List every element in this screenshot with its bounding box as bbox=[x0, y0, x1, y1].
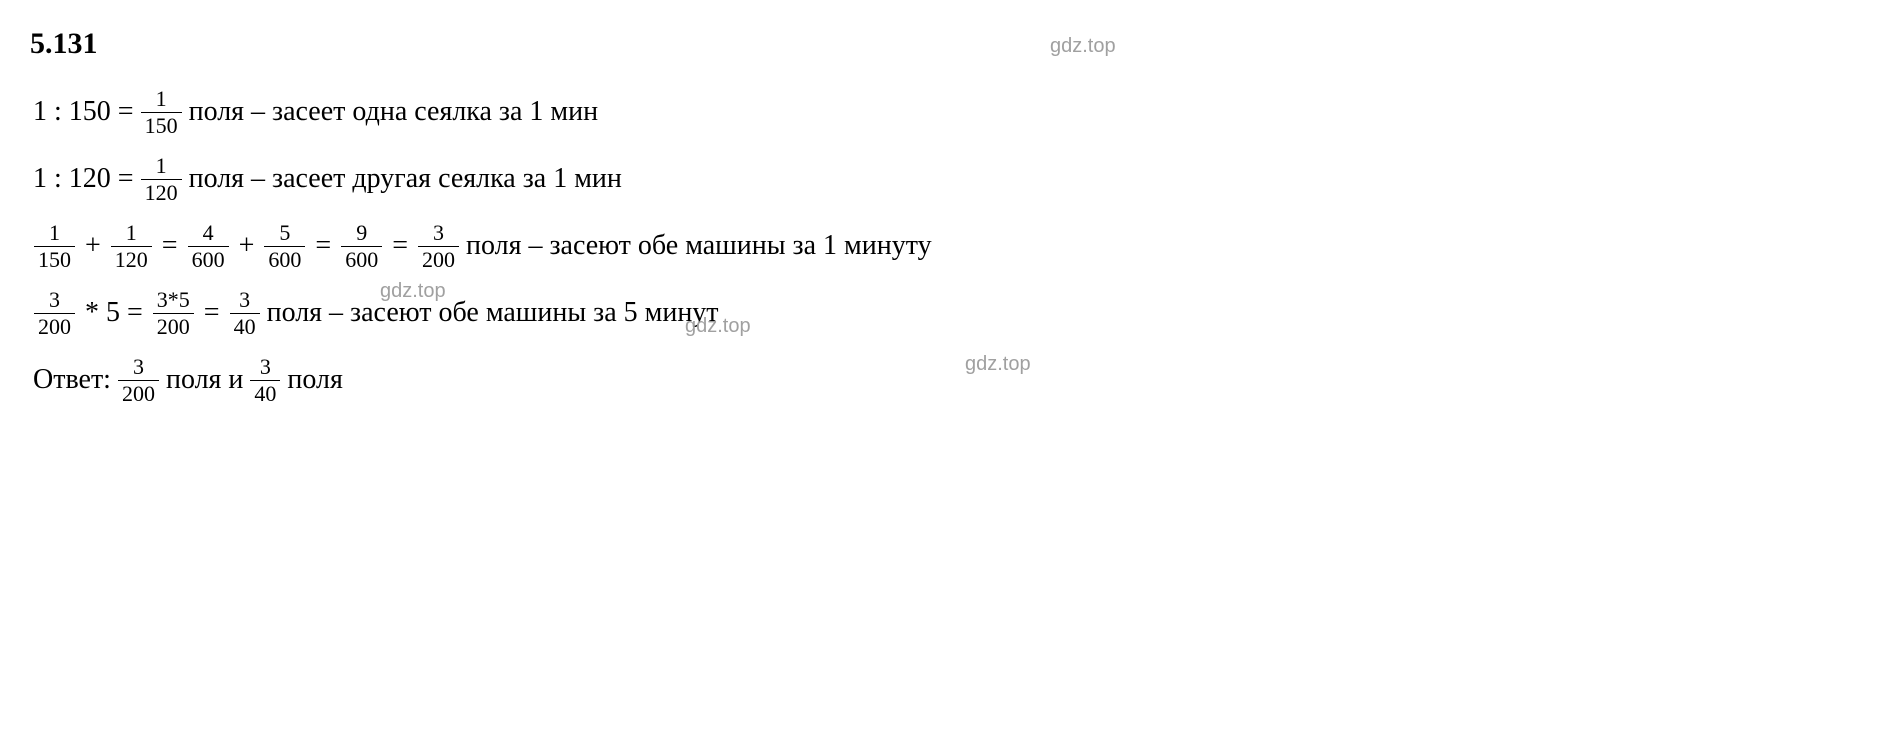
operator: * 5 = bbox=[85, 291, 143, 336]
numerator: 9 bbox=[352, 222, 371, 246]
answer-label: Ответ: bbox=[33, 358, 111, 403]
fraction: 1 120 bbox=[111, 222, 152, 271]
numerator: 3 bbox=[235, 289, 254, 313]
denominator: 40 bbox=[230, 313, 260, 338]
denominator: 40 bbox=[250, 380, 280, 405]
operator: = bbox=[162, 224, 178, 269]
denominator: 200 bbox=[153, 313, 194, 338]
solution-line-2: 1 : 120 = 1 120 поля – засеет другая сея… bbox=[30, 155, 1858, 204]
fraction: 9 600 bbox=[341, 222, 382, 271]
denominator: 120 bbox=[111, 246, 152, 271]
fraction: 3 40 bbox=[230, 289, 260, 338]
fraction: 3 200 bbox=[34, 289, 75, 338]
denominator: 600 bbox=[188, 246, 229, 271]
fraction: 1 150 bbox=[34, 222, 75, 271]
expression: 1 : 150 = bbox=[33, 90, 134, 135]
explanation-text: поля – засеет другая сеялка за 1 мин bbox=[189, 157, 622, 202]
numerator: 1 bbox=[122, 222, 141, 246]
fraction: 5 600 bbox=[264, 222, 305, 271]
numerator: 4 bbox=[199, 222, 218, 246]
denominator: 200 bbox=[418, 246, 459, 271]
fraction: 4 600 bbox=[188, 222, 229, 271]
answer-text: поля bbox=[287, 358, 342, 403]
operator: = bbox=[392, 224, 408, 269]
denominator: 150 bbox=[141, 112, 182, 137]
numerator: 3 bbox=[45, 289, 64, 313]
fraction: 3 200 bbox=[118, 356, 159, 405]
operator: = bbox=[204, 291, 220, 336]
numerator: 1 bbox=[152, 155, 171, 179]
fraction: 3 200 bbox=[418, 222, 459, 271]
expression: 1 : 120 = bbox=[33, 157, 134, 202]
operator: + bbox=[239, 224, 255, 269]
answer-text: поля и bbox=[166, 358, 243, 403]
numerator: 3 bbox=[129, 356, 148, 380]
solution-line-1: 1 : 150 = 1 150 поля – засеет одна сеялк… bbox=[30, 88, 1858, 137]
denominator: 150 bbox=[34, 246, 75, 271]
numerator: 1 bbox=[152, 88, 171, 112]
numerator: 3 bbox=[256, 356, 275, 380]
explanation-text: поля – засеют обе машины за 1 минуту bbox=[466, 224, 932, 269]
denominator: 600 bbox=[341, 246, 382, 271]
denominator: 600 bbox=[264, 246, 305, 271]
fraction: 3 40 bbox=[250, 356, 280, 405]
numerator: 3*5 bbox=[153, 289, 194, 313]
operator: + bbox=[85, 224, 101, 269]
answer-line: Ответ: 3 200 поля и 3 40 поля bbox=[30, 356, 1858, 405]
numerator: 1 bbox=[45, 222, 64, 246]
fraction: 3*5 200 bbox=[153, 289, 194, 338]
fraction: 1 120 bbox=[141, 155, 182, 204]
denominator: 200 bbox=[118, 380, 159, 405]
numerator: 5 bbox=[275, 222, 294, 246]
denominator: 200 bbox=[34, 313, 75, 338]
denominator: 120 bbox=[141, 179, 182, 204]
operator: = bbox=[315, 224, 331, 269]
explanation-text: поля – засеют обе машины за 5 минут bbox=[267, 291, 719, 336]
fraction: 1 150 bbox=[141, 88, 182, 137]
solution-line-3: 1 150 + 1 120 = 4 600 + 5 600 = 9 600 = … bbox=[30, 222, 1858, 271]
problem-number: 5.131 bbox=[30, 20, 1858, 68]
numerator: 3 bbox=[429, 222, 448, 246]
solution-line-4: 3 200 * 5 = 3*5 200 = 3 40 поля – засеют… bbox=[30, 289, 1858, 338]
explanation-text: поля – засеет одна сеялка за 1 мин bbox=[189, 90, 599, 135]
